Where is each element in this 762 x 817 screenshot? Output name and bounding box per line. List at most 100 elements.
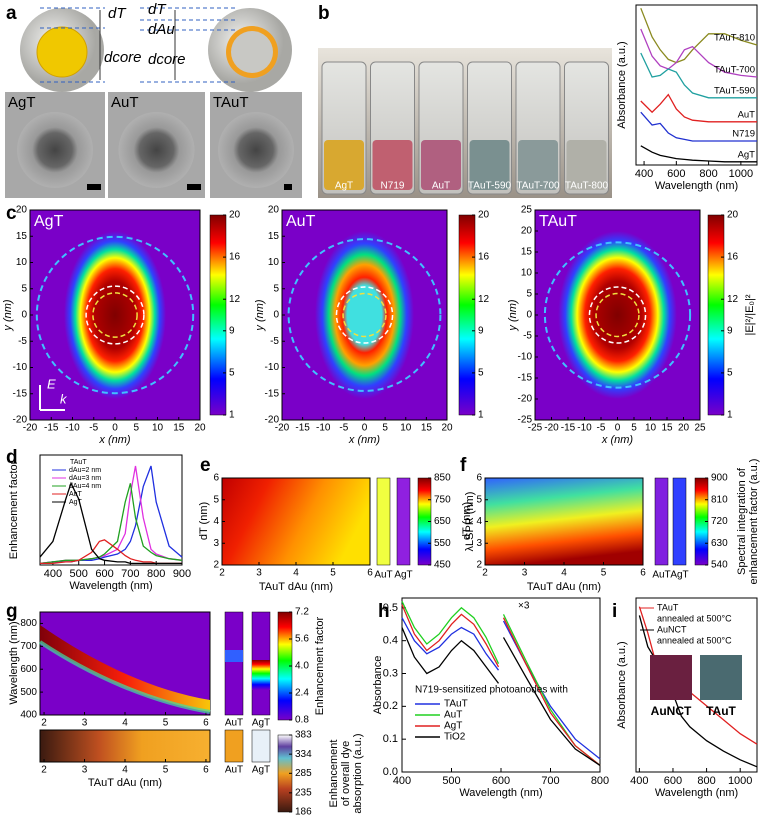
outer-boundary <box>287 238 442 392</box>
y-tick-label: 2 <box>476 560 482 571</box>
series-line <box>640 111 757 142</box>
core <box>36 26 88 78</box>
x-tick-label: 6 <box>367 568 373 579</box>
colorbar-tick-label: 1 <box>478 410 484 421</box>
vial-photo <box>318 48 612 198</box>
y-axis-label: Enhancement factor <box>8 460 20 559</box>
strip-label: AgT <box>670 570 688 581</box>
x-axis-label: x (nm) <box>348 434 381 446</box>
x-axis-label: TAuT dAu (nm) <box>527 581 601 593</box>
x-tick-label: -15 <box>561 423 576 434</box>
liquid <box>518 140 558 190</box>
x-tick-label: 20 <box>678 423 690 434</box>
core-boundary <box>595 292 640 338</box>
x-tick-label: 3 <box>82 765 88 776</box>
heatmap <box>222 478 370 565</box>
x-axis-label: TAuT dAu (nm) <box>88 777 162 789</box>
liquid <box>372 140 413 190</box>
x-tick-label: 400 <box>393 775 411 787</box>
colorbar-tick-label: 810 <box>711 494 728 505</box>
x-tick-label: 800 <box>147 568 165 580</box>
strip-label: AuT <box>225 765 243 776</box>
x-tick-label: 15 <box>421 423 433 434</box>
vial-label: AuT <box>432 181 450 192</box>
x-tick-label: 500 <box>70 568 88 580</box>
x-tick-label: 4 <box>561 568 567 579</box>
y-tick-label: 800 <box>20 618 37 629</box>
colorbar-tick-label: 12 <box>727 294 739 305</box>
reference-strip <box>376 477 391 566</box>
strip-band <box>252 660 270 690</box>
y-axis-label: Absorbance <box>372 656 384 715</box>
shell-boundary <box>85 285 145 345</box>
x-tick-label: 3 <box>256 568 262 579</box>
liquid <box>324 140 364 190</box>
y-tick-label: 600 <box>20 664 37 675</box>
y-tick-label: -10 <box>265 362 280 373</box>
series-line <box>640 145 757 163</box>
legend-label: AuT <box>69 491 83 498</box>
x-tick-label: 5 <box>631 423 637 434</box>
map-title: AgT <box>34 213 64 230</box>
x-tick-label: 600 <box>664 775 682 787</box>
resonance-band <box>40 625 210 712</box>
plot-frame <box>39 454 183 566</box>
y-tick-label: -5 <box>523 331 532 342</box>
legend-label: TiO2 <box>444 732 466 743</box>
x-tick-label: 2 <box>41 718 47 729</box>
colorbar-tick-label: 5 <box>478 368 484 379</box>
x-tick-label: 5 <box>163 718 169 729</box>
curve-label: AgT <box>738 149 756 160</box>
x-tick-label: -15 <box>295 423 310 434</box>
series-line <box>640 28 758 78</box>
x-tick-label: 10 <box>400 423 412 434</box>
colorbar-tick-label: 630 <box>711 538 728 549</box>
colorbar-tick-label: 20 <box>478 210 490 221</box>
photo-label: TAuT <box>706 704 736 718</box>
legend-label: AuNCT <box>657 624 687 634</box>
y-tick-label: 0.0 <box>383 766 398 778</box>
y-axis-label: dT (nm) <box>461 502 473 540</box>
x-tick-label: 400 <box>44 568 62 580</box>
x-tick-label: 400 <box>630 775 648 787</box>
curve-label: N719 <box>732 129 755 140</box>
colorbar-tick-label: 7.2 <box>295 607 309 618</box>
y-tick-label: 20 <box>16 205 28 216</box>
y-tick-label: -25 <box>518 415 533 426</box>
plot-frame <box>635 4 758 166</box>
particle <box>218 112 294 188</box>
colorbar-tick-label: 720 <box>711 516 728 527</box>
y-tick-label: 0.1 <box>383 733 398 745</box>
map-title: TAuT <box>539 213 577 230</box>
y-tick-label: 15 <box>268 231 280 242</box>
colorbar-tick-label: 16 <box>478 252 490 263</box>
y-tick-label: 4 <box>476 516 482 527</box>
series-line <box>640 52 757 99</box>
strip-label: AuT <box>652 570 670 581</box>
colorbar-tick-label: 186 <box>295 807 312 817</box>
colorbar-tick-label: 285 <box>295 768 312 779</box>
legend-note: annealed at 500°C <box>657 613 732 623</box>
vial-label: TAuT-590 <box>468 181 512 192</box>
series-line <box>401 601 601 766</box>
curve-label: TAuT-700 <box>714 65 755 76</box>
x-axis-label: Wavelength (nm) <box>655 787 738 799</box>
dimension-label: dT <box>108 5 127 22</box>
vial-label: N719 <box>381 181 405 192</box>
reference-strip <box>396 477 411 566</box>
series-line <box>640 93 757 123</box>
field-map <box>315 231 414 399</box>
x-tick-label: 500 <box>442 775 460 787</box>
x-tick-label: 10 <box>152 423 164 434</box>
y-tick-label: 3 <box>213 538 219 549</box>
colorbar-label: enhancement factor (a.u.) <box>748 459 760 585</box>
x-axis-label: TAuT dAu (nm) <box>259 581 333 593</box>
x-tick-label: 600 <box>667 168 685 180</box>
x-tick-label: 5 <box>163 765 169 776</box>
dimension-label: dcore <box>148 51 186 68</box>
y-tick-label: 20 <box>268 205 280 216</box>
x-tick-label: -10 <box>316 423 331 434</box>
x-tick-label: 4 <box>122 765 128 776</box>
series-line <box>40 539 182 565</box>
